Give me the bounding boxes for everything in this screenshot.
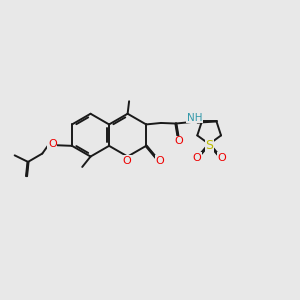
Text: O: O <box>217 153 226 163</box>
Text: O: O <box>175 136 183 146</box>
Text: S: S <box>205 139 213 152</box>
Text: O: O <box>192 153 201 163</box>
Text: O: O <box>123 156 131 166</box>
Text: O: O <box>155 156 164 166</box>
Text: NH: NH <box>187 113 203 123</box>
Text: O: O <box>48 140 57 149</box>
